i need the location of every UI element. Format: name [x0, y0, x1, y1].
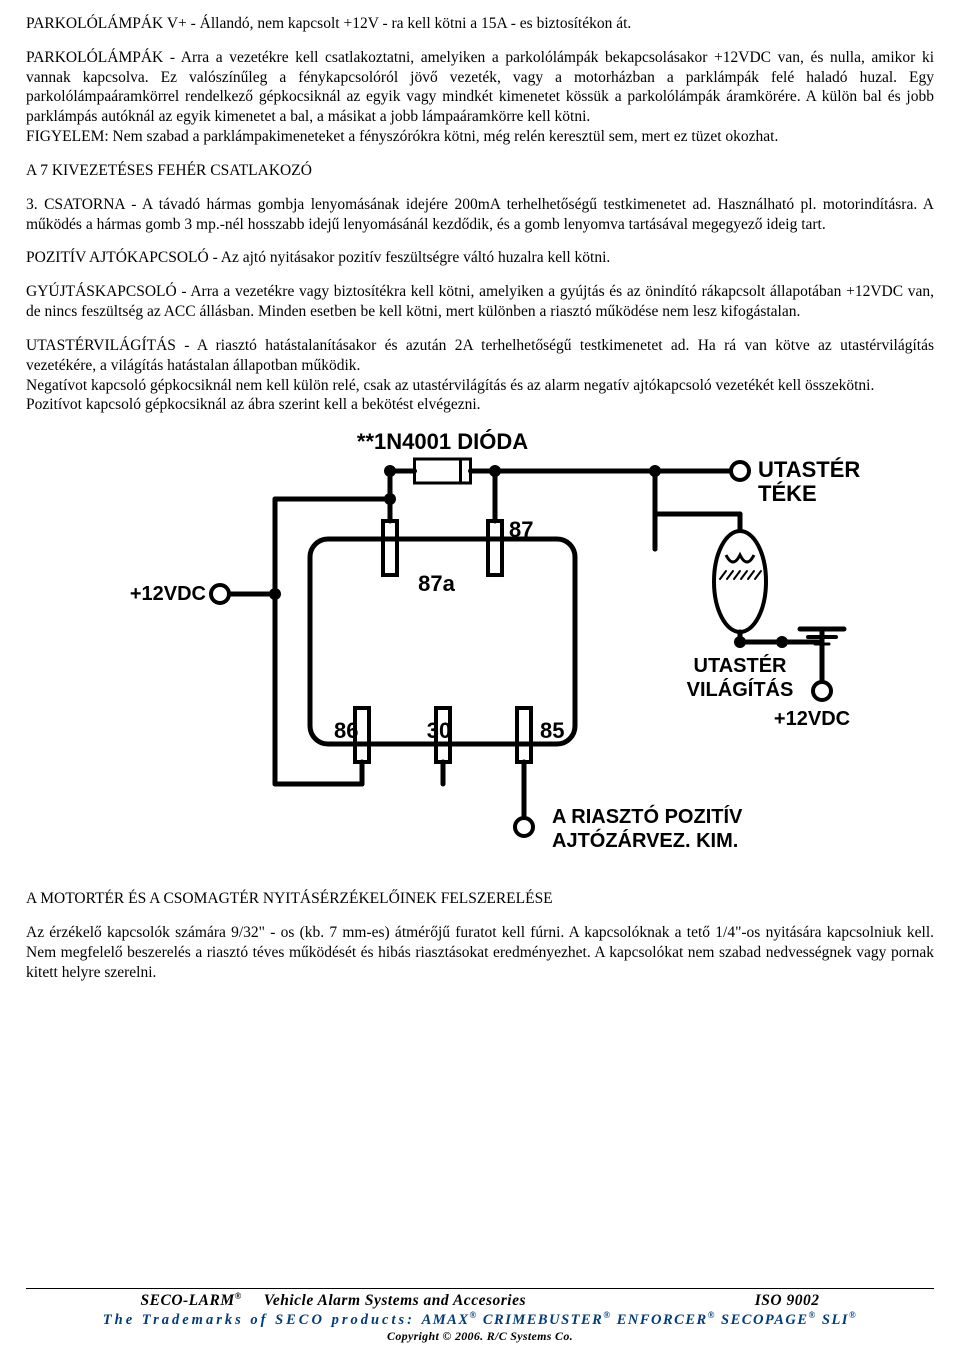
wiring-diagram: **1N4001 DIÓDA UTASTÉRVIL. VEZE-TÉKE UTAST…	[100, 429, 860, 869]
heading-7kivezeteses: A 7 KIVEZETÉSES FEHÉR CSATLAKOZÓ	[26, 161, 934, 181]
footer-brand-amax: AMAX	[422, 1312, 470, 1328]
svg-text:A RIASZTÓ POZITÍV: A RIASZTÓ POZITÍV	[552, 804, 743, 828]
footer-copyright: Copyright © 2006. R/C Systems Co.	[26, 1329, 934, 1344]
para-gyujtas: GYÚJTÁSKAPCSOLÓ - Arra a vezetékre vagy …	[26, 282, 934, 322]
svg-text:87a: 87a	[418, 571, 455, 596]
footer-brand-secopage: SECOPAGE	[721, 1312, 808, 1328]
footer-line1: SECO-LARM® Vehicle Alarm Systems and Acc…	[26, 1291, 934, 1310]
svg-text:AJTÓZÁRVEZ. KIM.: AJTÓZÁRVEZ. KIM.	[552, 828, 738, 852]
svg-text:30: 30	[427, 718, 451, 743]
reg-icon: ®	[708, 1310, 716, 1320]
reg-icon: ®	[809, 1310, 817, 1320]
svg-text:UTASTÉR: UTASTÉR	[694, 654, 788, 677]
para-utaster-c: Pozitívot kapcsoló gépkocsiknál az ábra …	[26, 396, 481, 413]
svg-text:TÉKE: TÉKE	[758, 481, 817, 506]
svg-text:85: 85	[540, 718, 564, 743]
para-parkolampak-vplus: PARKOLÓLÁMPÁK V+ - Állandó, nem kapcsolt…	[26, 14, 934, 34]
reg-icon: ®	[603, 1310, 611, 1320]
para-utaster-a: UTASTÉRVILÁGÍTÁS - A riasztó hatástalaní…	[26, 337, 934, 374]
footer-line2: The Trademarks of SECO products: AMAX® C…	[26, 1310, 934, 1329]
para-utaster: UTASTÉRVILÁGÍTÁS - A riasztó hatástalaní…	[26, 336, 934, 415]
reg-icon: ®	[470, 1310, 478, 1320]
footer-brand-sli: SLI	[822, 1312, 849, 1328]
footer-tagline: Vehicle Alarm Systems and Accesories	[264, 1292, 526, 1309]
footer-trademarks-label: The Trademarks of SECO products:	[103, 1312, 415, 1328]
footer-brand-enforcer: ENFORCER	[617, 1312, 708, 1328]
svg-text:**1N4001 DIÓDA: **1N4001 DIÓDA	[357, 429, 528, 454]
svg-text:VILÁGÍTÁS: VILÁGÍTÁS	[687, 678, 794, 701]
reg-icon: ®	[849, 1310, 857, 1320]
para-erzekelo: Az érzékelő kapcsolók számára 9/32" - os…	[26, 923, 934, 982]
svg-text:+12VDC: +12VDC	[130, 583, 206, 605]
page-footer: SECO-LARM® Vehicle Alarm Systems and Acc…	[26, 1288, 934, 1344]
heading-motorter: A MOTORTÉR ÉS A CSOMAGTÉR NYITÁSÉRZÉKELŐ…	[26, 889, 934, 909]
para-parkolampak-text: PARKOLÓLÁMPÁK - Arra a vezetékre kell cs…	[26, 49, 934, 125]
svg-text:UTASTÉRVIL. VEZE-: UTASTÉRVIL. VEZE-	[758, 457, 860, 482]
reg-icon: ®	[235, 1291, 242, 1301]
svg-text:87: 87	[509, 517, 533, 542]
footer-rule	[26, 1288, 934, 1289]
para-utaster-b: Negatívot kapcsoló gépkocsiknál nem kell…	[26, 377, 874, 394]
footer-brand: SECO-LARM	[141, 1292, 235, 1309]
para-pozitiv-ajto: POZITÍV AJTÓKAPCSOLÓ - Az ajtó nyitásako…	[26, 248, 934, 268]
para-csatorna3: 3. CSATORNA - A távadó hármas gombja len…	[26, 195, 934, 235]
svg-text:+12VDC: +12VDC	[774, 708, 850, 730]
para-parkolampak: PARKOLÓLÁMPÁK - Arra a vezetékre kell cs…	[26, 48, 934, 147]
footer-brand-crimebuster: CRIMEBUSTER	[483, 1312, 603, 1328]
wiring-diagram-container: **1N4001 DIÓDA UTASTÉRVIL. VEZE-TÉKE UTAST…	[26, 429, 934, 869]
footer-iso: ISO 9002	[755, 1292, 820, 1309]
svg-text:86: 86	[334, 718, 358, 743]
para-parkolampak-warn: FIGYELEM: Nem szabad a parklámpakimenete…	[26, 128, 778, 145]
